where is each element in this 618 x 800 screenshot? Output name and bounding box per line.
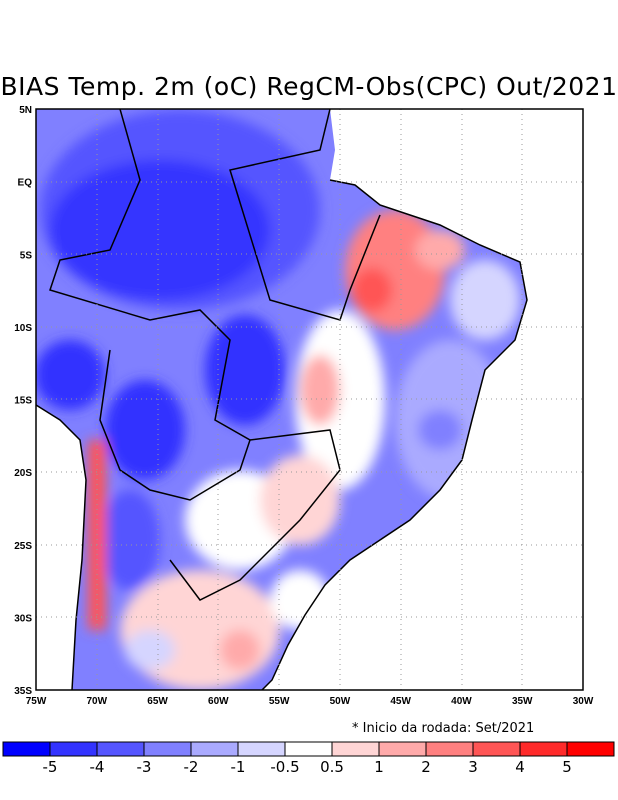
country-borders [36,109,528,690]
lon-label: 50W [330,696,351,707]
colorbar-swatch [237,741,286,757]
colorbar-label: 4 [515,758,525,776]
lon-label: 55W [269,696,290,707]
colorbar [2,741,615,757]
lat-label: 15S [14,396,32,407]
map-frame [35,108,584,691]
lon-label: 65W [147,696,168,707]
colorbar-label: -3 [136,758,152,776]
colorbar-swatch [2,741,51,757]
lat-label: 30S [14,613,32,624]
lat-label: 25S [14,541,32,552]
colorbar-label: 5 [562,758,572,776]
lon-label: 35W [512,696,533,707]
lon-label: 40W [451,696,472,707]
lat-label: 10S [14,323,32,334]
colorbar-swatch [378,741,427,757]
lat-label: 20S [14,468,32,479]
colorbar-swatch [472,741,521,757]
colorbar-swatch [143,741,192,757]
colorbar-label: -5 [42,758,58,776]
colorbar-label: 3 [468,758,478,776]
colorbar-label: -0.5 [270,758,300,776]
colorbar-label: 0.5 [320,758,344,776]
colorbar-label: -1 [230,758,246,776]
lon-label: 30W [573,696,594,707]
colorbar-label: -4 [89,758,105,776]
run-start-note: * Inicio da rodada: Set/2021 [352,721,535,736]
colorbar-label: 1 [374,758,384,776]
lon-label: 70W [86,696,107,707]
colorbar-swatch [566,741,615,757]
colorbar-swatch [190,741,239,757]
colorbar-swatch [96,741,145,757]
lon-label: 60W [208,696,229,707]
lon-label: 45W [390,696,411,707]
colorbar-swatch [49,741,98,757]
longitude-labels: 75W 70W 65W 60W 55W 50W 45W 40W 35W 30W [26,696,594,707]
colorbar-swatch [331,741,380,757]
colorbar-swatch [284,741,333,757]
lon-label: 75W [26,696,47,707]
grid-lines [36,109,583,690]
map-title: BIAS Temp. 2m (oC) RegCM-Obs(CPC) Out/20… [0,72,618,101]
lat-label: 5N [19,105,32,116]
colorbar-label: -2 [183,758,199,776]
lat-label: 35S [14,686,32,697]
lat-label: EQ [18,178,33,189]
colorbar-label: 2 [421,758,431,776]
colorbar-swatch [425,741,474,757]
lat-label: 5S [20,250,33,261]
colorbar-swatch [519,741,568,757]
latitude-labels: 5N EQ 5S 10S 15S 20S 25S 30S 35S [14,105,32,697]
